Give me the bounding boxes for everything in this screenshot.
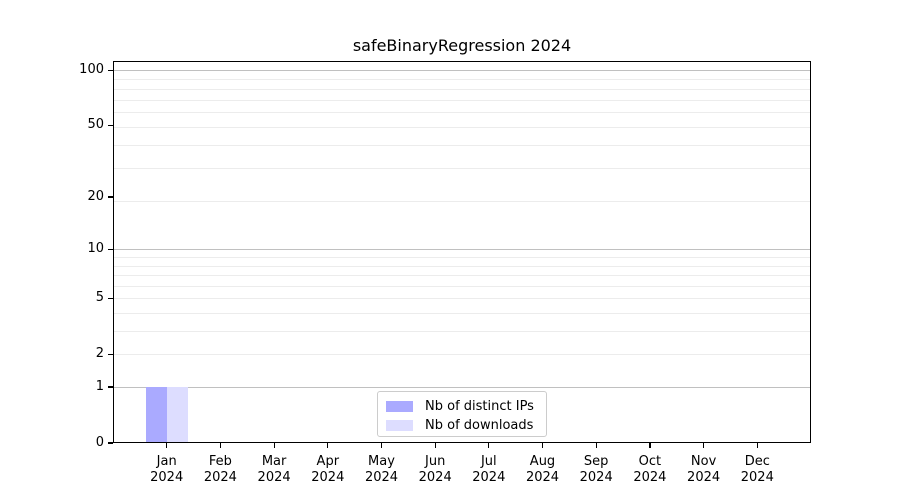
gridline-minor xyxy=(113,168,811,170)
y-tick-mark xyxy=(108,69,113,71)
x-tick-label: Jan 2024 xyxy=(150,454,184,485)
bar-downloads-jan xyxy=(166,387,188,443)
x-tick-mark xyxy=(434,443,436,448)
x-tick-mark xyxy=(219,443,222,448)
gridline-minor xyxy=(113,200,811,202)
gridline-minor xyxy=(113,275,811,276)
x-tick-label: Nov 2024 xyxy=(687,454,721,485)
x-tick-mark xyxy=(488,443,490,448)
y-tick-mark xyxy=(108,353,113,355)
x-tick-label: Dec 2024 xyxy=(740,454,774,485)
legend-label-distinct-ips: Nb of distinct IPs xyxy=(425,399,534,414)
y-tick-mark xyxy=(108,442,113,444)
x-tick-label: Feb 2024 xyxy=(203,454,237,485)
y-tick-label: 50 xyxy=(87,117,104,133)
x-tick-mark xyxy=(756,443,758,448)
y-tick-mark xyxy=(108,386,113,388)
y-tick-mark xyxy=(108,196,113,198)
legend-swatch-distinct-ips xyxy=(386,401,413,412)
x-tick-label: Jul 2024 xyxy=(472,454,506,485)
y-tick-label: 2 xyxy=(95,346,104,362)
y-tick-mark xyxy=(108,124,113,126)
x-tick-label: Apr 2024 xyxy=(311,454,345,485)
gridline-minor xyxy=(113,265,811,267)
x-tick-mark xyxy=(595,443,597,448)
gridline-minor xyxy=(113,298,811,300)
y-tick-label: 1 xyxy=(95,379,104,394)
gridline-major xyxy=(113,70,811,72)
gridline-major xyxy=(113,249,811,251)
gridline-minor xyxy=(113,88,811,90)
y-tick-mark xyxy=(108,248,113,250)
legend-entry-distinct-ips: Nb of distinct IPs xyxy=(386,397,546,416)
legend: Nb of distinct IPs Nb of downloads xyxy=(377,391,547,437)
y-tick-label: 0 xyxy=(95,435,104,450)
y-tick-label: 100 xyxy=(79,62,104,78)
legend-label-downloads: Nb of downloads xyxy=(425,418,534,433)
y-tick-label: 5 xyxy=(95,290,104,306)
x-tick-mark xyxy=(327,443,329,448)
plot-frame xyxy=(113,61,811,443)
gridline-minor xyxy=(113,126,811,128)
x-tick-label: Sep 2024 xyxy=(579,454,613,485)
gridline-minor xyxy=(113,144,811,146)
gridline-minor xyxy=(113,99,811,101)
x-tick-mark xyxy=(166,443,168,448)
x-tick-label: Jun 2024 xyxy=(418,454,452,485)
x-tick-mark xyxy=(273,443,275,448)
y-tick-label: 20 xyxy=(87,189,104,204)
legend-swatch-downloads xyxy=(386,420,413,431)
gridline-minor xyxy=(113,354,811,356)
chart-title: safeBinaryRegression 2024 xyxy=(352,36,572,55)
x-tick-mark xyxy=(541,443,544,448)
gridline-minor xyxy=(113,331,811,332)
x-tick-label: Aug 2024 xyxy=(525,454,560,485)
gridline-minor xyxy=(113,312,811,314)
gridline-minor xyxy=(113,79,811,81)
x-tick-label: Oct 2024 xyxy=(633,454,667,485)
y-tick-mark xyxy=(108,297,113,299)
bar-distinct-ips-jan xyxy=(145,387,167,443)
y-tick-label: 10 xyxy=(87,241,104,257)
x-tick-mark xyxy=(380,443,383,448)
gridline-minor xyxy=(113,256,811,258)
gridline-major xyxy=(113,387,811,388)
gridline-minor xyxy=(113,112,811,114)
x-tick-label: May 2024 xyxy=(364,454,399,485)
x-tick-label: Mar 2024 xyxy=(257,454,291,485)
legend-entry-downloads: Nb of downloads xyxy=(386,416,546,435)
x-tick-mark xyxy=(703,443,705,448)
gridline-minor xyxy=(113,285,811,287)
x-tick-mark xyxy=(649,443,651,448)
